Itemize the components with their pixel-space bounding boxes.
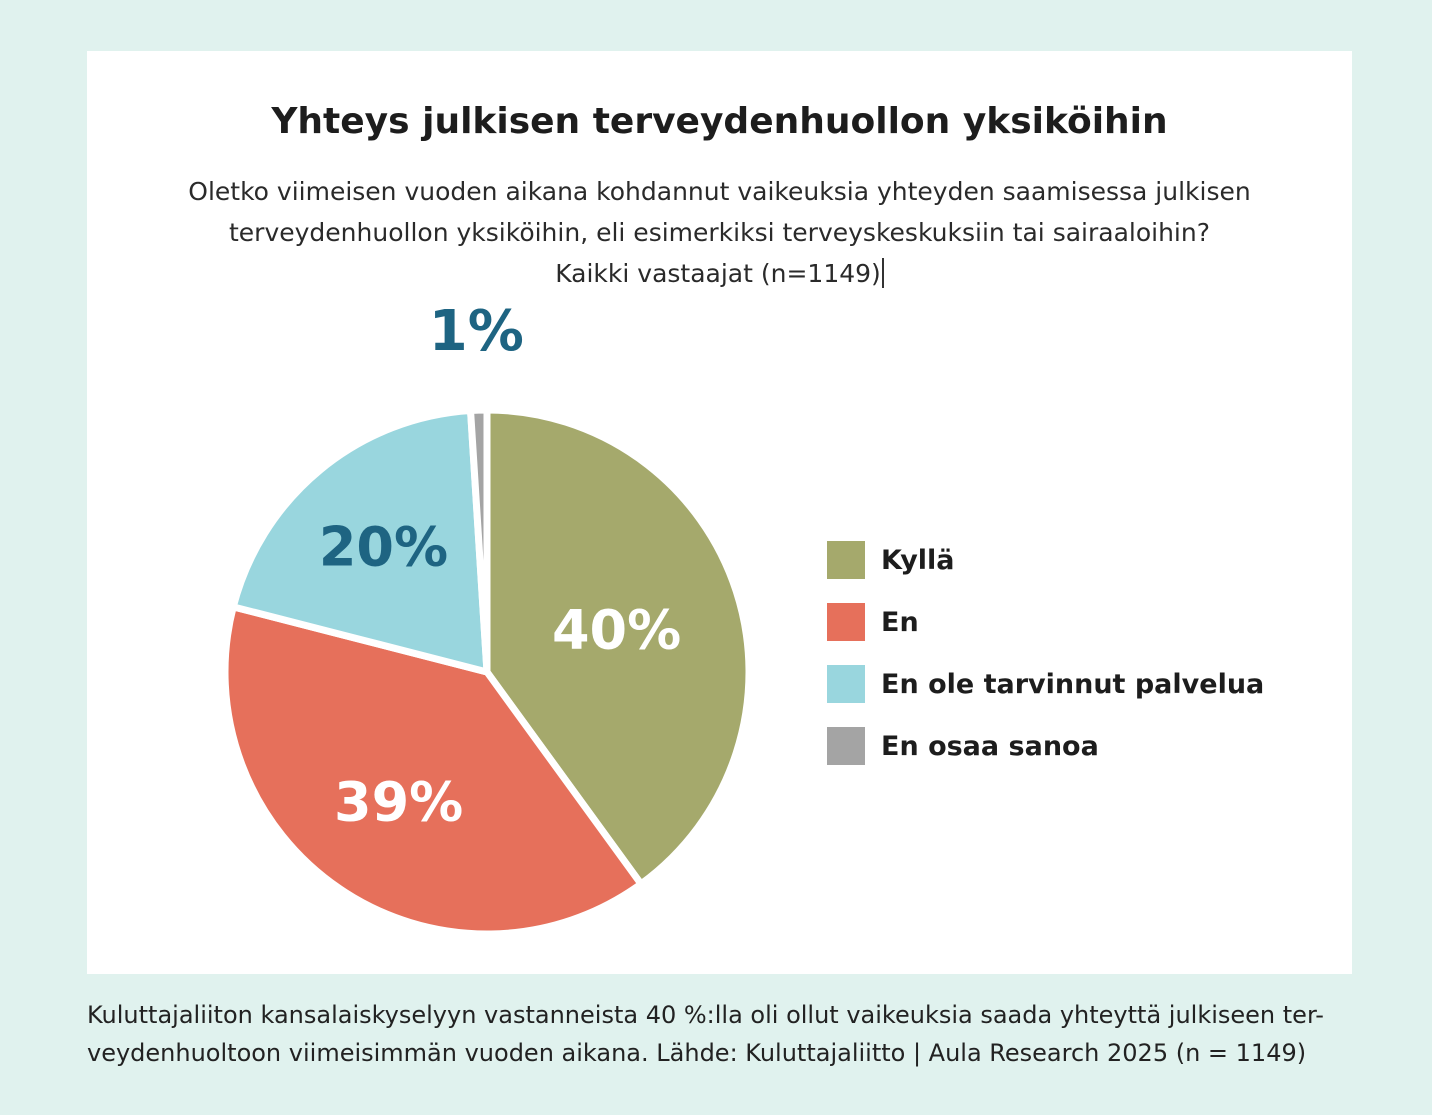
legend-item-kylla: Kyllä [827, 541, 1264, 579]
legend-label: En osaa sanoa [881, 730, 1099, 762]
chart-title: Yhteys julkisen terveydenhuollon yksiköi… [271, 101, 1168, 142]
slice-label-4: 1% [429, 299, 524, 364]
pie-slice-2 [221, 603, 645, 938]
chart-card: Yhteys julkisen terveydenhuollon yksiköi… [87, 51, 1352, 974]
pie-slice-4 [467, 406, 491, 676]
legend-swatch [827, 603, 865, 641]
legend-label: En [881, 606, 919, 638]
slice-label-3: 20% [319, 515, 448, 578]
caption-line-1: Kuluttajaliiton kansalaiskyselyyn vastan… [87, 1001, 1324, 1029]
subtitle-line-3: Kaikki vastaajat (n=1149) [127, 253, 1312, 294]
legend-item-en-osaa-sanoa: En osaa sanoa [827, 727, 1264, 765]
legend-item-en: En [827, 603, 1264, 641]
pie-slice-3 [229, 407, 491, 676]
caption: Kuluttajaliiton kansalaiskyselyyn vastan… [87, 996, 1357, 1072]
subtitle-line-2: terveydenhuollon yksiköihin, eli esimerk… [229, 218, 1210, 247]
slice-label-1: 40% [552, 598, 681, 661]
pie-slice-1 [483, 406, 753, 888]
legend-swatch [827, 727, 865, 765]
slice-label-2: 39% [334, 771, 463, 834]
legend-item-en-ole-tarvinnut: En ole tarvinnut palvelua [827, 665, 1264, 703]
caption-line-2: veydenhuoltoon viimeisimmän vuoden aikan… [87, 1039, 1307, 1067]
legend-swatch [827, 541, 865, 579]
chart-subtitle: Oletko viimeisen vuoden aikana kohdannut… [127, 171, 1312, 294]
text-cursor [881, 258, 884, 288]
legend: Kyllä En En ole tarvinnut palvelua En os… [827, 541, 1264, 789]
legend-label: En ole tarvinnut palvelua [881, 668, 1265, 700]
pie-chart: 40% 39% 20% 1% [221, 299, 753, 938]
subtitle-line-1: Oletko viimeisen vuoden aikana kohdannut… [188, 177, 1251, 206]
legend-label: Kyllä [881, 544, 955, 576]
subtitle-line-3-text: Kaikki vastaajat (n=1149) [555, 259, 881, 288]
legend-swatch [827, 665, 865, 703]
